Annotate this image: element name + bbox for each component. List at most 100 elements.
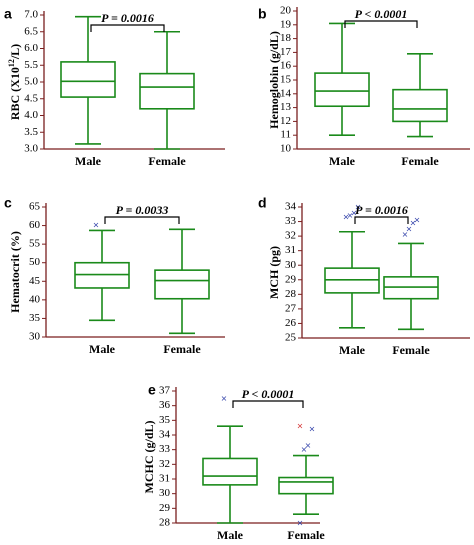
outlier-point: × <box>343 213 350 222</box>
box-plot-female <box>139 30 195 150</box>
y-axis-label: MCH (pg) <box>267 246 281 299</box>
x-category-label: Female <box>163 342 201 356</box>
significance-bracket <box>354 216 409 224</box>
y-axis-label-part: RBC (X10 <box>8 67 22 120</box>
outlier-point: × <box>406 224 413 233</box>
panel-letter: a <box>4 6 12 22</box>
outlier-point: × <box>221 394 228 403</box>
y-tick-label: 5.0 <box>24 76 38 88</box>
y-tick-label: 36 <box>159 399 171 411</box>
box-plot-female <box>154 228 210 335</box>
y-tick-label: 29 <box>285 273 297 285</box>
y-axis-label-end: /L) <box>8 44 22 60</box>
y-tick-label: 35 <box>159 414 171 426</box>
y-tick-label: 20 <box>280 5 292 17</box>
y-tick-label: 33 <box>159 443 171 455</box>
box-plot-female: ××××× <box>278 422 334 528</box>
y-tick-label: 50 <box>29 256 41 268</box>
y-tick-label: 55 <box>29 238 41 250</box>
y-tick-label: 13 <box>280 101 292 113</box>
box-plot-female: ×××× <box>383 216 439 331</box>
box-plot-male: ×××× <box>324 203 380 329</box>
y-tick-label: 6.0 <box>24 42 38 54</box>
x-category-label: Male <box>217 528 244 542</box>
outlier-point: × <box>305 441 312 450</box>
y-tick-label: 32 <box>159 458 170 470</box>
panel-letter: c <box>4 195 12 211</box>
y-tick-label: 37 <box>159 385 171 397</box>
x-category-label: Female <box>287 528 325 542</box>
outlier-point: × <box>301 445 308 454</box>
y-tick-label: 31 <box>159 473 170 485</box>
y-axis-label: RBC (X1012/L) <box>7 44 22 120</box>
panel-e: e 28 29 30 31 32 33 34 35 36 37 MCHC (g/dL) Male Fema… <box>142 382 334 542</box>
y-tick-label: 10 <box>280 143 292 155</box>
y-tick-label: 30 <box>285 259 297 271</box>
y-tick-label: 27 <box>285 302 297 314</box>
box-plot-male <box>60 15 116 145</box>
outlier-point: × <box>309 425 316 434</box>
box-plot-female <box>392 52 448 138</box>
y-tick-label: 33 <box>285 215 297 227</box>
outlier-point: × <box>410 219 417 228</box>
panel-letter: d <box>258 195 267 211</box>
x-category-label: Male <box>89 342 116 356</box>
y-tick-label: 18 <box>280 32 292 44</box>
significance-bracket <box>232 400 304 408</box>
y-tick-label: 28 <box>285 288 297 300</box>
y-tick-label: 45 <box>29 275 41 287</box>
outlier-point: × <box>355 203 362 212</box>
p-value-label: P < 0.0001 <box>242 387 295 401</box>
x-category-label: Female <box>401 154 439 168</box>
y-tick-label: 6.5 <box>24 25 38 37</box>
y-tick-label: 4.5 <box>24 92 38 104</box>
y-tick-label: 4.0 <box>24 109 38 121</box>
y-tick-label: 16 <box>280 60 292 72</box>
y-tick-label: 26 <box>285 317 297 329</box>
y-axis-label: Hematocrit (%) <box>8 231 22 313</box>
outlier-point: × <box>93 220 100 229</box>
box-plot-male: × <box>74 220 130 322</box>
y-tick-label: 7.0 <box>24 9 38 21</box>
iqr-box <box>60 61 116 98</box>
p-value-label: P = 0.0033 <box>116 203 169 217</box>
y-tick-label: 14 <box>280 87 292 99</box>
y-tick-label: 11 <box>280 129 291 141</box>
y-tick-label: 29 <box>159 502 171 514</box>
panel-c: c 30 35 40 45 50 55 60 65 Hematocrit (%) Male Femal… <box>4 195 225 356</box>
y-axis-label: Hemoglobin (g/dL) <box>267 31 281 129</box>
box-plot-male <box>314 22 370 136</box>
outlier-point: × <box>351 208 358 217</box>
panel-letter: e <box>148 382 156 398</box>
x-category-label: Female <box>392 343 430 357</box>
y-tick-label: 60 <box>29 219 41 231</box>
iqr-box <box>154 269 210 300</box>
x-category-label: Male <box>329 154 356 168</box>
panel-d: d 25 26 27 28 29 30 31 32 33 34 MCH (pg) Male Female ×… <box>258 195 470 357</box>
y-tick-label: 12 <box>280 115 291 127</box>
outlier-point: × <box>414 216 421 225</box>
x-category-label: Male <box>75 154 102 168</box>
y-tick-label: 65 <box>29 201 41 213</box>
p-value-label: P = 0.0016 <box>101 11 154 25</box>
y-tick-label: 30 <box>29 331 41 343</box>
iqr-box <box>278 476 334 495</box>
panel-a: a 3.0 3.5 4.0 4.5 5.0 5.5 6.0 6.5 7.0 RBC (X1012/L… <box>4 6 225 168</box>
iqr-box <box>314 72 370 108</box>
iqr-box <box>139 72 195 110</box>
x-category-label: Female <box>148 154 186 168</box>
p-value-label: P = 0.0016 <box>355 203 408 217</box>
significance-bracket <box>344 20 418 28</box>
y-tick-label: 3.5 <box>24 126 38 138</box>
iqr-box <box>392 88 448 123</box>
y-tick-label: 15 <box>280 74 292 86</box>
y-tick-label: 40 <box>29 293 41 305</box>
significance-bracket <box>104 216 180 224</box>
outlier-point: × <box>347 211 354 220</box>
p-value-label: P < 0.0001 <box>355 7 408 21</box>
y-axis-label-sup: 12 <box>7 59 16 67</box>
y-tick-label: 32 <box>285 230 296 242</box>
y-tick-label: 25 <box>285 332 297 344</box>
